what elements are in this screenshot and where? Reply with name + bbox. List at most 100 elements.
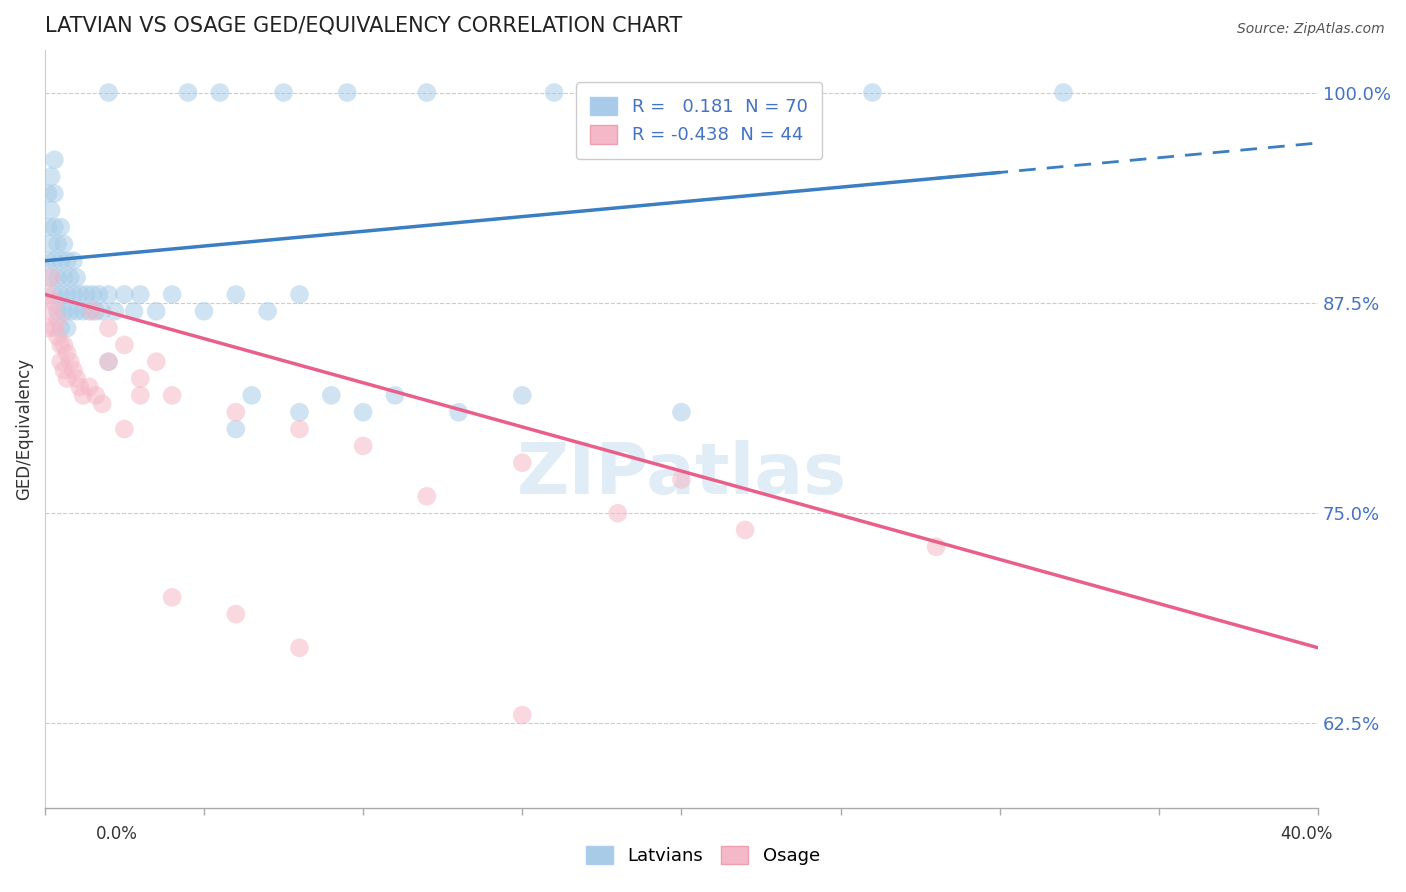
Point [59,270,82,285]
Point [39,236,62,251]
Point [208,86,231,100]
Point [49,287,72,301]
Point [37,220,59,235]
Legend: R =   0.181  N = 70, R = -0.438  N = 44: R = 0.181 N = 70, R = -0.438 N = 44 [576,82,823,159]
Point [129,287,152,301]
Point [44,296,66,310]
Point [44,253,66,268]
Point [69,287,91,301]
Point [37,186,59,201]
Point [37,253,59,268]
Point [49,220,72,235]
Point [288,640,311,655]
Point [82,287,104,301]
Point [543,86,565,100]
Point [39,203,62,218]
Point [97,321,120,335]
Point [56,253,79,268]
Point [46,312,69,326]
Point [256,304,278,318]
Point [52,304,75,318]
Point [46,329,69,343]
Point [46,236,69,251]
Point [510,708,533,723]
Point [59,304,82,318]
Point [160,287,183,301]
Point [225,405,247,419]
Point [862,86,884,100]
Point [52,363,75,377]
Point [39,270,62,285]
Point [91,304,114,318]
Point [56,321,79,335]
Y-axis label: GED/Equivalency: GED/Equivalency [15,358,32,500]
Point [66,304,89,318]
Point [1052,86,1074,100]
Point [44,186,66,201]
Point [82,304,104,318]
Point [734,86,756,100]
Point [734,523,756,537]
Text: 0.0%: 0.0% [96,825,138,843]
Point [49,355,72,369]
Point [39,169,62,184]
Point [160,388,183,402]
Point [91,397,114,411]
Point [62,253,84,268]
Point [925,540,948,554]
Point [288,422,311,436]
Point [193,304,215,318]
Point [104,304,127,318]
Point [177,86,200,100]
Point [97,355,120,369]
Point [510,456,533,470]
Point [122,304,145,318]
Point [75,287,97,301]
Point [145,304,167,318]
Point [44,321,66,335]
Point [321,388,343,402]
Point [66,371,89,385]
Point [49,321,72,335]
Point [66,270,89,285]
Point [56,287,79,301]
Point [112,422,135,436]
Point [72,304,94,318]
Point [62,287,84,301]
Point [336,86,359,100]
Point [160,591,183,605]
Text: ZIPatlas: ZIPatlas [516,440,846,509]
Text: Source: ZipAtlas.com: Source: ZipAtlas.com [1237,22,1385,37]
Point [671,473,693,487]
Point [56,371,79,385]
Point [84,304,107,318]
Point [352,405,374,419]
Point [46,270,69,285]
Point [240,388,263,402]
Point [39,270,62,285]
Point [510,388,533,402]
Point [97,287,120,301]
Point [52,338,75,352]
Point [416,86,439,100]
Point [79,380,101,394]
Point [49,253,72,268]
Point [112,338,135,352]
Point [44,153,66,167]
Point [273,86,295,100]
Point [84,388,107,402]
Point [416,489,439,503]
Point [606,506,628,520]
Point [97,86,120,100]
Point [44,220,66,235]
Point [145,355,167,369]
Text: LATVIAN VS OSAGE GED/EQUIVALENCY CORRELATION CHART: LATVIAN VS OSAGE GED/EQUIVALENCY CORRELA… [45,15,682,35]
Point [59,355,82,369]
Point [52,236,75,251]
Point [288,287,311,301]
Point [62,363,84,377]
Point [384,388,406,402]
Point [97,355,120,369]
Point [288,405,311,419]
Point [44,287,66,301]
